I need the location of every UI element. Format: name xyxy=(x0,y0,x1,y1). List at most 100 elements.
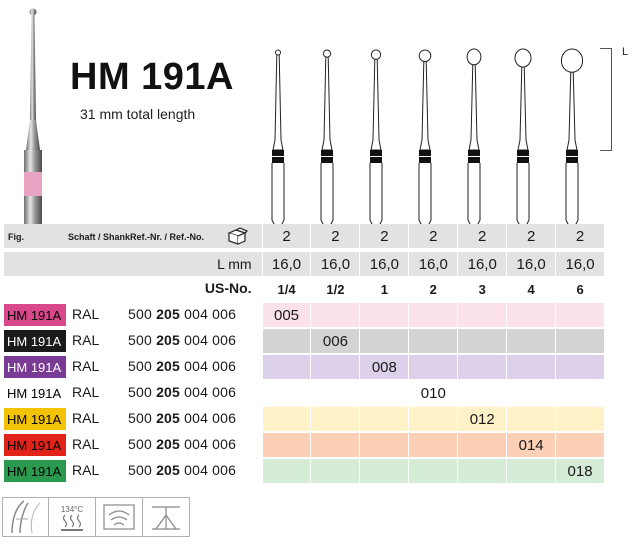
fig-cell: 2 xyxy=(261,224,311,248)
ref-prefix: 500 xyxy=(128,332,152,348)
table-row: HM 191A RAL 500 205 004 006 014 xyxy=(4,433,605,457)
shank-type: RAL xyxy=(72,410,100,426)
size-cell xyxy=(555,381,605,405)
fig-header: Fig. xyxy=(8,232,24,242)
shank-type: RAL xyxy=(72,384,100,400)
size-cell xyxy=(506,381,556,405)
size-cell xyxy=(506,303,556,327)
size-cell: 006 xyxy=(310,329,360,353)
product-name-badge: HM 191A xyxy=(4,460,66,482)
shank-type: RAL xyxy=(72,358,100,374)
ref-shank-code: 205 xyxy=(156,384,181,400)
us-cell: 6 xyxy=(555,277,604,301)
product-title: HM 191A xyxy=(70,56,234,98)
length-bracket xyxy=(600,48,612,151)
size-cell xyxy=(261,381,311,405)
cleaning-icon xyxy=(96,497,143,537)
fig-cell: 2 xyxy=(310,224,360,248)
size-cell xyxy=(408,407,458,431)
size-cell xyxy=(408,303,458,327)
us-cell: 1 xyxy=(359,277,408,301)
size-cell xyxy=(506,355,556,379)
product-name-badge: HM 191A xyxy=(4,330,66,352)
us-row: US-No. 1/4 1/2 1 2 3 4 6 xyxy=(4,277,604,301)
product-photo-bur xyxy=(24,8,42,232)
ref-shank-code: 205 xyxy=(156,462,181,478)
usage-icon xyxy=(143,497,190,537)
ref-prefix: 500 xyxy=(128,436,152,452)
bur-size-drawings xyxy=(271,48,584,227)
size-cell xyxy=(261,459,311,483)
fig-cell: 2 xyxy=(457,224,507,248)
footer-icons: 134°C xyxy=(2,497,190,537)
fig-cell: 2 xyxy=(555,224,605,248)
size-cell xyxy=(359,459,409,483)
size-cell xyxy=(310,355,360,379)
length-cell: 16,0 xyxy=(359,252,409,276)
ref-suffix: 004 006 xyxy=(184,358,237,374)
us-cell: 3 xyxy=(457,277,506,301)
bur-drawing xyxy=(320,49,334,227)
reference-number: 500 205 004 006 xyxy=(128,384,236,400)
product-name-badge: HM 191A xyxy=(4,408,66,430)
size-cell xyxy=(359,407,409,431)
ref-prefix: 500 xyxy=(128,306,152,322)
ref-prefix: 500 xyxy=(128,358,152,374)
sterilization-temperature: 134°C xyxy=(60,505,84,514)
us-no-label: US-No. xyxy=(204,280,252,296)
reference-number: 500 205 004 006 xyxy=(128,306,236,322)
size-cell xyxy=(359,303,409,327)
shank-type: RAL xyxy=(72,436,100,452)
bur-drawing xyxy=(271,49,285,227)
ref-shank-code: 205 xyxy=(156,436,181,452)
ref-suffix: 004 006 xyxy=(184,306,237,322)
sterilization-icon: 134°C xyxy=(49,497,96,537)
table-row: HM 191A RAL 500 205 004 006 012 xyxy=(4,407,605,431)
table-row: HM 191A RAL 500 205 004 006 010 xyxy=(4,381,605,405)
reference-number: 500 205 004 006 xyxy=(128,358,236,374)
size-cell xyxy=(555,407,605,431)
product-name-badge: HM 191A xyxy=(4,434,66,456)
size-cell xyxy=(359,329,409,353)
bur-profile-icon xyxy=(2,497,49,537)
fig-cell: 2 xyxy=(506,224,556,248)
length-cell: 16,0 xyxy=(261,252,311,276)
size-cell xyxy=(457,303,507,327)
us-cell: 1/4 xyxy=(261,277,311,301)
ref-suffix: 004 006 xyxy=(184,462,237,478)
size-cell: 012 xyxy=(457,407,507,431)
bur-drawing xyxy=(466,48,482,227)
bur-drawing xyxy=(514,48,532,227)
size-cell xyxy=(555,303,605,327)
shank-type: RAL xyxy=(72,332,100,348)
size-cell xyxy=(310,303,360,327)
package-icon xyxy=(227,227,248,245)
size-cell xyxy=(555,433,605,457)
fig-cell: 2 xyxy=(359,224,409,248)
reference-number: 500 205 004 006 xyxy=(128,332,236,348)
ref-shank-code: 205 xyxy=(156,332,181,348)
length-cell: 16,0 xyxy=(408,252,458,276)
size-cell xyxy=(555,329,605,353)
size-cell xyxy=(408,329,458,353)
length-cell: 16,0 xyxy=(310,252,360,276)
length-label: L xyxy=(622,46,629,58)
size-cell xyxy=(506,407,556,431)
product-name-badge: HM 191A xyxy=(4,356,66,378)
size-cell xyxy=(310,459,360,483)
size-cell xyxy=(261,329,311,353)
ref-suffix: 004 006 xyxy=(184,332,237,348)
size-cell xyxy=(457,459,507,483)
us-cell: 1/2 xyxy=(310,277,359,301)
size-cell xyxy=(261,433,311,457)
size-cell: 005 xyxy=(261,303,311,327)
table-row: HM 191A RAL 500 205 004 006 008 xyxy=(4,355,605,379)
us-cell: 4 xyxy=(506,277,555,301)
table-row: HM 191A RAL 500 205 004 006 006 xyxy=(4,329,605,353)
bur-drawing xyxy=(369,49,383,227)
length-cell: 16,0 xyxy=(457,252,507,276)
size-cell xyxy=(457,433,507,457)
fig-cell: 2 xyxy=(408,224,458,248)
ref-suffix: 004 006 xyxy=(184,436,237,452)
size-cell xyxy=(408,433,458,457)
